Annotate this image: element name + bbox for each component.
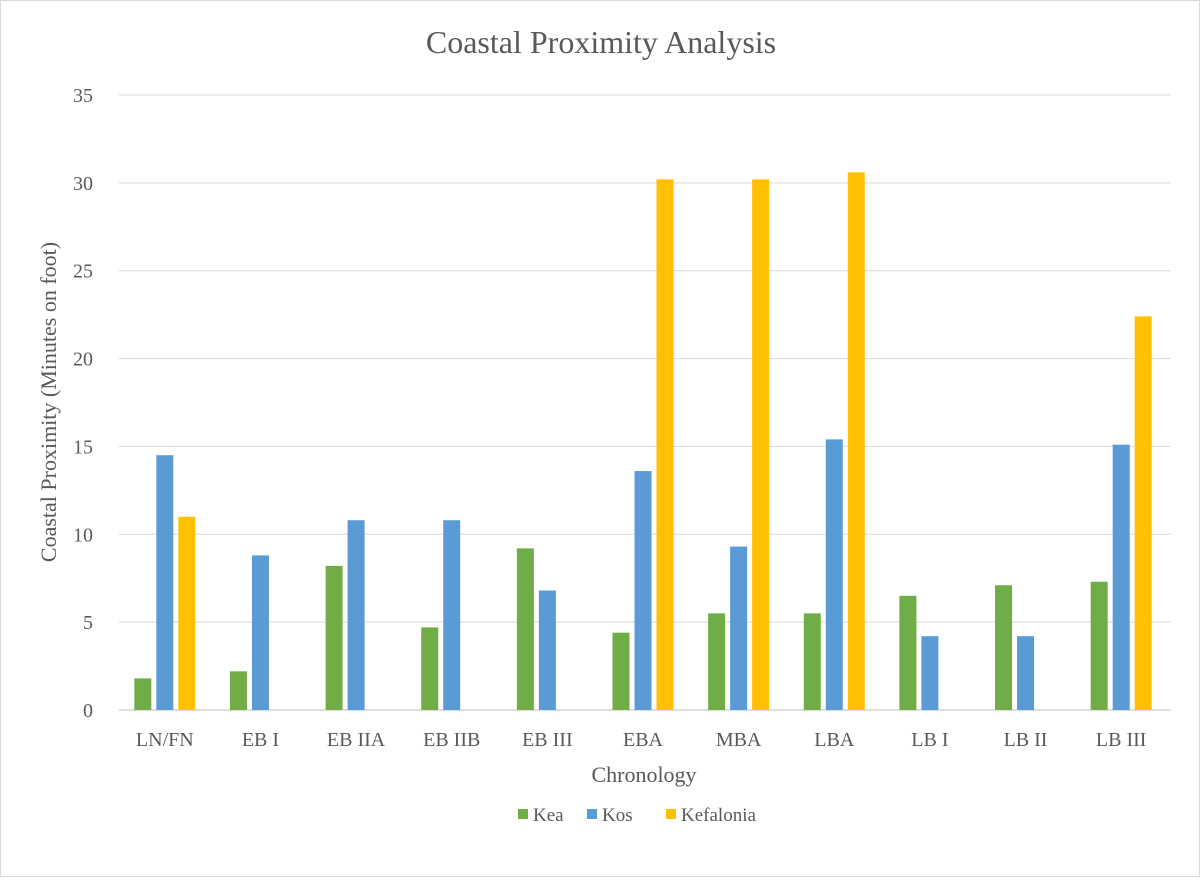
y-tick-label: 25 <box>73 261 93 283</box>
bar-kea <box>612 632 630 710</box>
bar-kea <box>803 613 821 710</box>
x-tick-label: LB I <box>911 729 948 751</box>
x-tick-label: EB IIA <box>327 729 386 751</box>
x-tick-label: LN/FN <box>136 729 194 751</box>
legend-swatch <box>518 809 528 819</box>
bar-kea <box>325 565 343 710</box>
bar-kos <box>538 590 556 710</box>
bar-kos <box>443 520 461 710</box>
x-tick-label: LB II <box>1004 729 1048 751</box>
y-tick-label: 20 <box>73 349 93 371</box>
x-tick-label: EBA <box>623 729 664 751</box>
bar-kea <box>421 627 439 710</box>
bar-kea <box>229 671 247 710</box>
bar-kos <box>730 546 748 710</box>
y-tick-label: 0 <box>83 700 93 722</box>
x-tick-label: MBA <box>716 729 762 751</box>
y-tick-label: 35 <box>73 85 93 107</box>
y-tick-label: 5 <box>83 612 93 634</box>
bar-kos <box>1112 444 1130 710</box>
bar-kefalonia <box>752 179 770 711</box>
legend-label: Kefalonia <box>681 805 756 826</box>
y-axis-label: Coastal Proximity (Minutes on foot) <box>36 242 61 562</box>
legend-label: Kos <box>602 805 633 826</box>
x-tick-label: LBA <box>814 729 855 751</box>
bar-kos <box>251 555 269 710</box>
bar-kea <box>708 613 726 710</box>
bar-kea <box>516 548 534 710</box>
bar-kefalonia <box>656 179 674 711</box>
legend: Kea Kos Kefalonia <box>518 805 756 826</box>
y-tick-label: 15 <box>73 436 93 458</box>
x-tick-label: EB IIB <box>423 729 480 751</box>
y-tick-label: 10 <box>73 524 93 546</box>
bar-kos <box>634 471 652 710</box>
legend-label: Kea <box>533 805 564 826</box>
bar-kefalonia <box>1134 316 1152 710</box>
bar-kefalonia <box>178 516 196 710</box>
bar-kos <box>156 455 174 710</box>
x-axis-label: Chronology <box>591 762 696 787</box>
bar-kos <box>347 520 365 710</box>
bar-kos <box>825 439 843 710</box>
bar-kea <box>134 678 152 710</box>
bar-kos <box>1017 636 1035 710</box>
bar-kea <box>1090 581 1108 710</box>
legend-swatch <box>587 809 597 819</box>
y-tick-label: 30 <box>73 173 93 195</box>
x-tick-label: EB I <box>242 729 279 751</box>
bar-kea <box>899 595 917 710</box>
legend-swatch <box>666 809 676 819</box>
chart-title: Coastal Proximity Analysis <box>426 24 776 60</box>
bar-kos <box>921 636 939 710</box>
x-tick-label: LB III <box>1096 729 1147 751</box>
bar-kea <box>995 585 1013 710</box>
bar-kefalonia <box>847 172 865 711</box>
x-tick-label: EB III <box>522 729 573 751</box>
